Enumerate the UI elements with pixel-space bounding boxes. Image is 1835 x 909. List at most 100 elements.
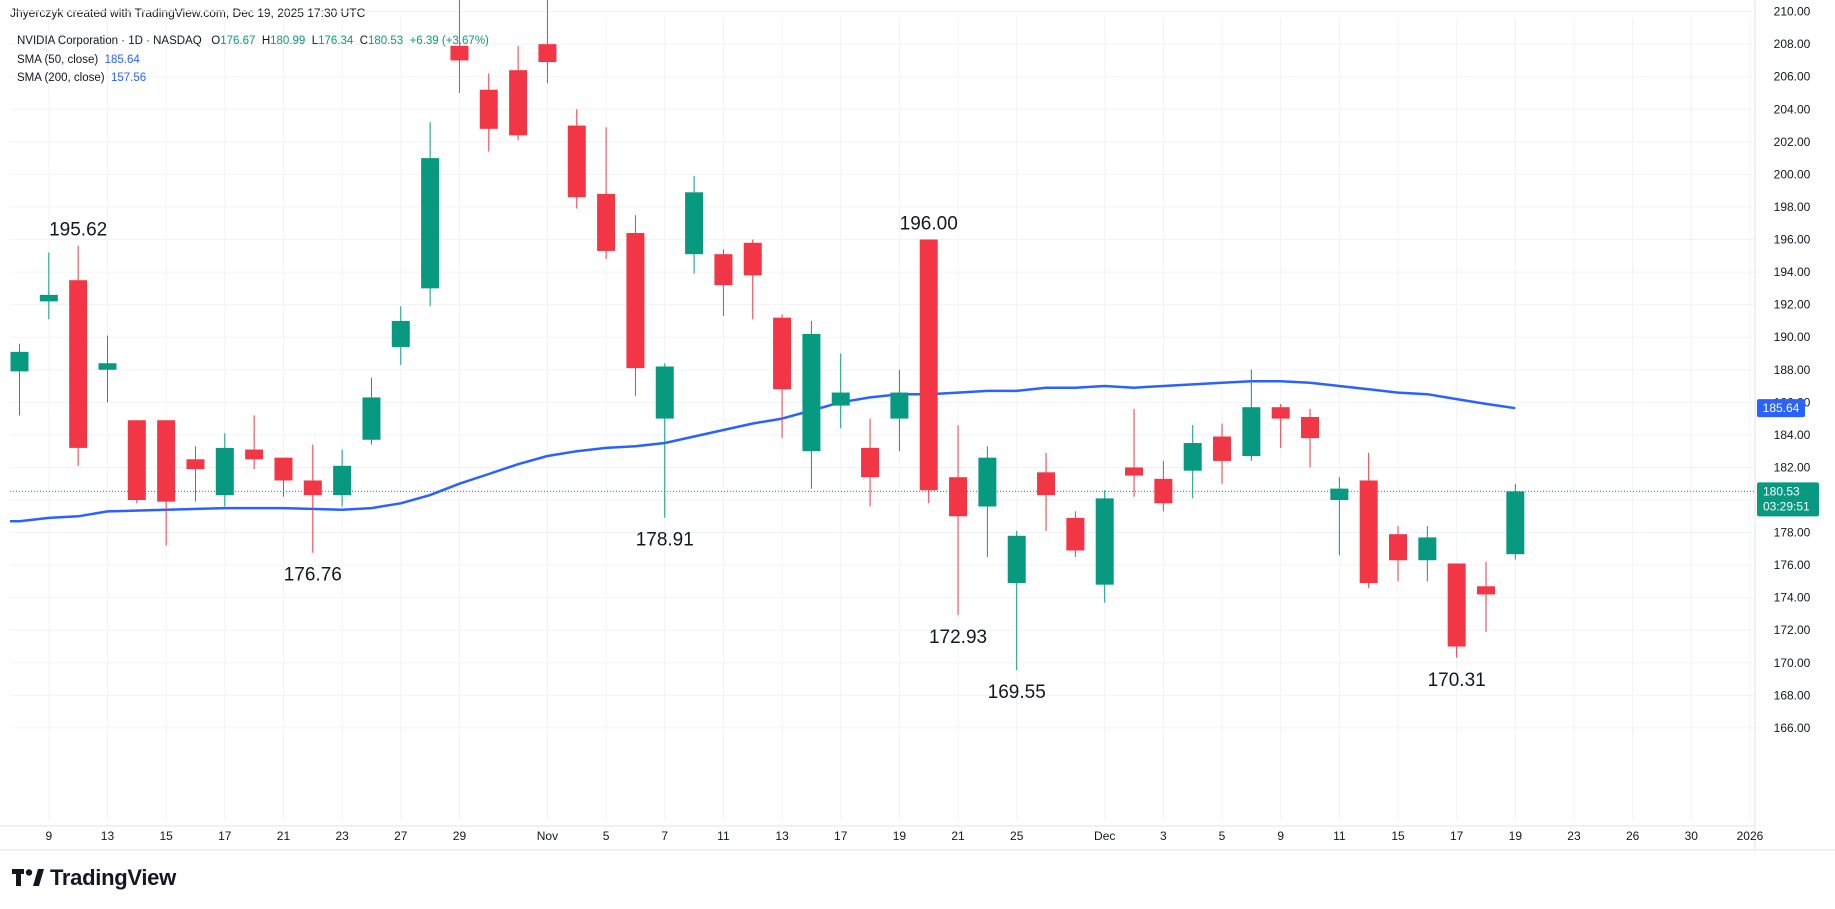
price-axis-tick: 200.00 [1774,167,1811,181]
time-axis-tick: 21 [277,829,291,843]
time-axis-tick: 23 [1567,829,1581,843]
price-axis-tick: 172.00 [1774,623,1811,637]
candle-body[interactable] [274,457,293,481]
candle-body[interactable] [509,70,528,136]
candle-body[interactable] [1066,517,1085,551]
sma200-legend[interactable]: SMA (200, close) 157.56 [17,72,146,84]
candle-body[interactable] [1154,478,1173,504]
candle-body[interactable] [69,280,88,448]
sma50-price-tag-value: 185.64 [1763,401,1800,415]
candle-body[interactable] [831,392,850,406]
candle-body[interactable] [303,480,322,496]
candle-body[interactable] [1301,416,1320,439]
candle-body[interactable] [1418,537,1437,561]
symbol-legend[interactable]: NVIDIA Corporation · 1D · NASDAQ O176.67… [17,35,489,47]
candle-body[interactable] [538,44,557,63]
candle-body[interactable] [1271,407,1290,419]
price-annotation: 195.62 [49,220,107,241]
candle-body[interactable] [1095,498,1114,585]
change-value: +6.39 (+3.67%) [409,35,489,47]
symbol-title[interactable]: NVIDIA Corporation · 1D · NASDAQ [17,35,202,47]
candle-body[interactable] [714,254,733,286]
candle-body[interactable] [1242,407,1261,457]
candle-body[interactable] [685,192,704,255]
candle-body[interactable] [597,193,616,251]
time-axis-tick: 5 [1219,829,1226,843]
candle-body[interactable] [1330,488,1349,500]
candle-body[interactable] [39,294,58,302]
candle-body[interactable] [1506,491,1525,555]
candle-body[interactable] [10,351,29,372]
high-value: 180.99 [270,35,306,47]
price-axis-tick: 196.00 [1774,233,1811,247]
candle-body[interactable] [1213,436,1232,461]
candle-body[interactable] [1447,563,1466,647]
candle-body[interactable] [626,233,645,369]
open-label: O [211,35,221,47]
candle-body[interactable] [655,366,674,419]
candle-body[interactable] [127,420,146,500]
candle-body[interactable] [479,89,498,129]
candle-body[interactable] [333,465,352,496]
candle-body[interactable] [773,317,792,390]
candle-body[interactable] [743,242,762,276]
candle-body[interactable] [802,333,821,452]
tradingview-brand[interactable]: TradingView [12,865,176,891]
candle-body[interactable] [391,320,410,347]
time-axis-tick: 17 [1450,829,1464,843]
price-axis-tick: 188.00 [1774,363,1811,377]
candle-body[interactable] [362,397,381,440]
time-axis-tick: 17 [834,829,848,843]
time-axis-tick: 19 [893,829,907,843]
sma50-label[interactable]: SMA (50, close) [17,54,99,66]
candle-body[interactable] [1037,472,1056,496]
candle-body[interactable] [421,158,440,289]
time-axis-tick: 2026 [1737,829,1764,843]
time-axis-tick: 5 [603,829,610,843]
candle-body[interactable] [567,125,586,198]
time-axis-tick: Dec [1094,829,1115,843]
time-axis-tick: 7 [661,829,668,843]
candle-body[interactable] [861,447,880,478]
sma200-value: 157.56 [110,72,147,84]
time-axis-tick: 15 [1391,829,1405,843]
price-axis-tick: 190.00 [1774,330,1811,344]
candle-body[interactable] [98,363,117,370]
candle-body[interactable] [450,45,469,61]
sma50-legend[interactable]: SMA (50, close) 185.64 [17,54,140,66]
chart-attribution: Jhyerczyk created with TradingView.com, … [10,6,366,20]
candle-body[interactable] [890,392,909,419]
time-axis-tick: 29 [453,829,467,843]
candle-body[interactable] [1359,480,1378,584]
tradingview-wordmark: TradingView [50,865,176,890]
time-axis-tick: 19 [1509,829,1523,843]
candle-body[interactable] [978,457,997,507]
time-axis-tick: 23 [335,829,349,843]
candle-body[interactable] [1389,534,1408,561]
sma200-label[interactable]: SMA (200, close) [17,72,105,84]
price-axis-tick: 174.00 [1774,591,1811,605]
price-annotation: 172.93 [929,627,987,648]
time-axis-tick: 25 [1010,829,1024,843]
price-axis-tick: 194.00 [1774,265,1811,279]
candle-body[interactable] [1125,467,1144,476]
candle-body[interactable] [215,447,234,496]
time-axis-tick: 3 [1160,829,1167,843]
candle-body[interactable] [186,459,205,470]
candle-body[interactable] [1183,443,1202,471]
tradingview-logo-icon [12,869,44,886]
candle-body[interactable] [245,449,264,460]
candle-body[interactable] [157,420,176,502]
price-axis-tick: 192.00 [1774,298,1811,312]
price-axis-tick: 204.00 [1774,102,1811,116]
candle-body[interactable] [1477,586,1495,595]
candle-body[interactable] [919,239,938,491]
low-value: 176.34 [318,35,354,47]
countdown-timer: 03:29:51 [1763,499,1810,513]
candle-body[interactable] [949,477,968,517]
candle-body[interactable] [1007,535,1026,584]
last-price-tag [1757,482,1819,517]
time-axis-tick: 11 [1333,829,1346,843]
price-axis-tick: 184.00 [1774,428,1811,442]
